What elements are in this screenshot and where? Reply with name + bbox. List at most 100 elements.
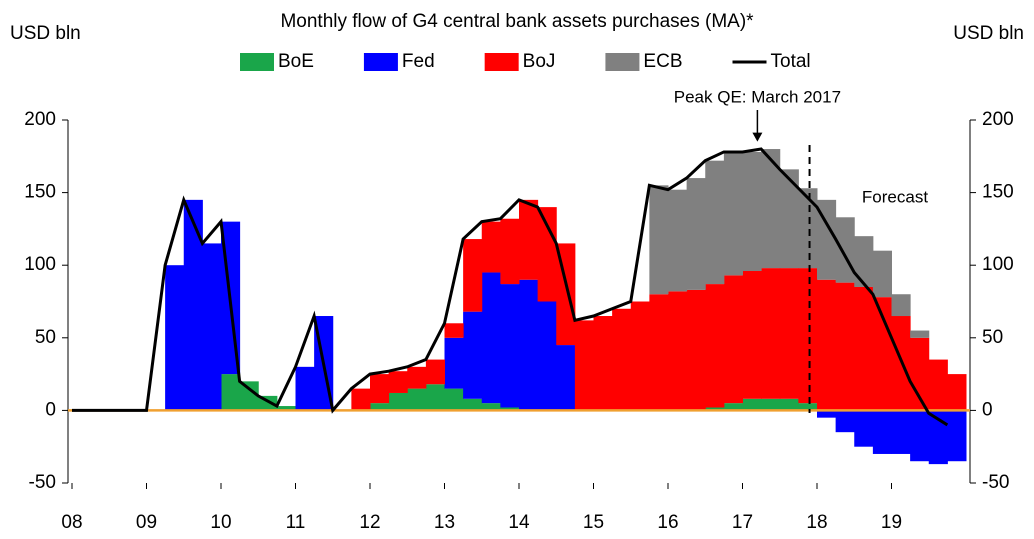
y2-tick-label: 50 [982,327,1003,348]
y-tick-label: 50 [35,327,56,348]
area-segment [668,291,688,411]
area-segment [276,406,296,411]
x-tick-label: 11 [286,512,306,533]
legend-swatch [605,53,640,71]
area-segment [817,410,837,418]
x-tick-label: 19 [881,512,902,533]
area-segment [686,178,706,290]
area-segment [854,410,874,447]
area-segment [798,268,818,404]
area-segment [668,189,688,292]
x-tick-label: 08 [61,512,82,533]
y2-tick-label: 200 [982,109,1014,130]
area-segment [798,188,818,269]
area-segment [481,403,501,411]
area-segment [891,410,911,454]
x-tick-label: 18 [806,512,827,533]
area-segment [481,221,501,273]
area-segment [202,243,222,411]
x-tick-label: 13 [434,512,455,533]
area-segment [444,323,464,338]
area-segment [947,374,967,411]
area-segment [705,407,725,411]
peak-label: Peak QE: March 2017 [674,87,841,106]
x-tick-label: 16 [657,512,678,533]
area-segment [612,308,632,411]
area-segment [425,384,445,411]
area-segment [500,407,520,411]
area-segment [388,392,408,411]
area-segment [723,275,743,404]
area-segment [239,381,259,411]
area-segment [519,199,539,280]
area-segment [463,398,483,411]
area-segment [817,199,837,280]
area-segment [872,250,892,298]
area-segment [519,279,539,411]
y2-tick-label: 100 [982,254,1014,275]
area-segment [537,207,557,302]
legend-label: Fed [402,51,435,72]
area-segment [407,388,427,411]
area-segment [686,289,706,411]
area-segment [854,286,874,411]
area-segment [779,398,799,411]
y-tick-label: 100 [24,254,56,275]
area-segment [444,388,464,411]
area-segment [221,374,241,411]
area-segment [705,160,725,285]
area-segment [910,410,930,462]
area-segment [165,265,185,411]
x-tick-label: 10 [210,512,231,533]
area-segment [761,398,781,411]
area-segment [500,218,520,285]
area-segment [928,359,948,411]
legend-swatch [484,53,519,71]
area-segment [779,169,799,269]
y-tick-label: -50 [29,472,56,493]
legend-swatch [363,53,398,71]
area-segment [891,294,911,317]
peak-arrowhead [752,132,763,142]
y2-axis-label: USD bln [953,23,1024,44]
area-segment [761,149,781,269]
x-tick-label: 12 [359,512,380,533]
legend-label: ECB [643,51,682,72]
area-segment [425,359,445,385]
area-segment [556,345,576,411]
area-segment [910,330,930,338]
area-segment [630,301,650,411]
area-segment [835,410,855,433]
area-segment [817,279,837,411]
y-tick-label: 150 [24,182,56,203]
area-segment [779,268,799,399]
area-segment [835,217,855,283]
chart-title: Monthly flow of G4 central bank assets p… [280,11,754,32]
area-segment [593,316,613,411]
area-segment [463,311,483,399]
area-segment [500,284,520,408]
area-segment [388,371,408,393]
area-segment [351,388,371,411]
area-segment [854,236,874,287]
area-segment [370,374,390,404]
area-segment [407,366,427,389]
area-segment [835,282,855,411]
area-segment [649,185,669,295]
area-segment [183,199,203,411]
area-segment [537,301,557,411]
area-segment [463,239,483,312]
y2-tick-label: -50 [982,472,1009,493]
area-segment [574,320,594,411]
area-segment [761,268,781,399]
y2-tick-label: 0 [982,399,993,420]
area-segment [742,398,762,411]
legend-label: Total [771,51,811,72]
forecast-label: Forecast [862,187,928,206]
area-segment [295,366,315,411]
area-segment [370,403,390,411]
y2-tick-label: 150 [982,182,1014,203]
y-tick-label: 200 [24,109,56,130]
area-segment [723,403,743,411]
